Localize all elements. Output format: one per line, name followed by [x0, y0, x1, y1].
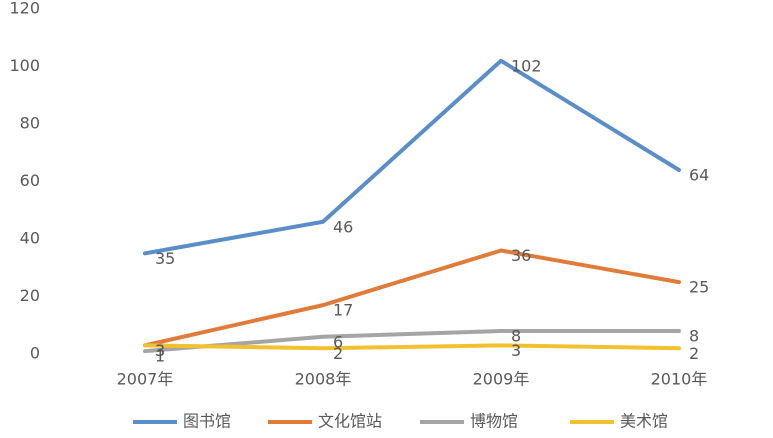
y-tick-label: 100 [9, 56, 40, 75]
data-label: 102 [511, 56, 542, 75]
data-label: 2 [333, 344, 343, 363]
y-tick-label: 80 [20, 114, 40, 133]
data-label: 17 [333, 301, 353, 320]
series-line [143, 58, 681, 256]
series-line [143, 343, 681, 351]
legend-label: 美术馆 [620, 412, 668, 431]
data-label: 35 [155, 249, 175, 268]
y-tick-label: 120 [9, 0, 40, 18]
data-label: 25 [689, 278, 709, 297]
data-label: 64 [689, 166, 709, 185]
data-label: 46 [333, 217, 353, 236]
series-line [143, 329, 681, 354]
y-tick-label: 0 [30, 344, 40, 363]
legend-label: 博物馆 [470, 412, 518, 431]
x-tick-label: 2010年 [651, 370, 708, 389]
data-label: 1 [155, 347, 165, 366]
legend-label: 文化馆站 [318, 412, 382, 431]
y-tick-label: 60 [20, 171, 40, 190]
x-tick-label: 2007年 [117, 370, 174, 389]
data-label: 3 [155, 341, 165, 360]
data-label: 8 [689, 327, 699, 346]
y-tick-label: 40 [20, 229, 40, 248]
data-label: 8 [511, 327, 521, 346]
data-label: 36 [511, 246, 531, 265]
data-label: 3 [511, 341, 521, 360]
y-tick-label: 20 [20, 286, 40, 305]
legend-label: 图书馆 [183, 412, 231, 431]
x-tick-label: 2009年 [473, 370, 530, 389]
data-label: 2 [689, 344, 699, 363]
data-label: 3 [155, 341, 165, 360]
x-tick-label: 2008年 [295, 370, 352, 389]
data-label: 6 [333, 332, 343, 351]
series-line [143, 248, 681, 348]
